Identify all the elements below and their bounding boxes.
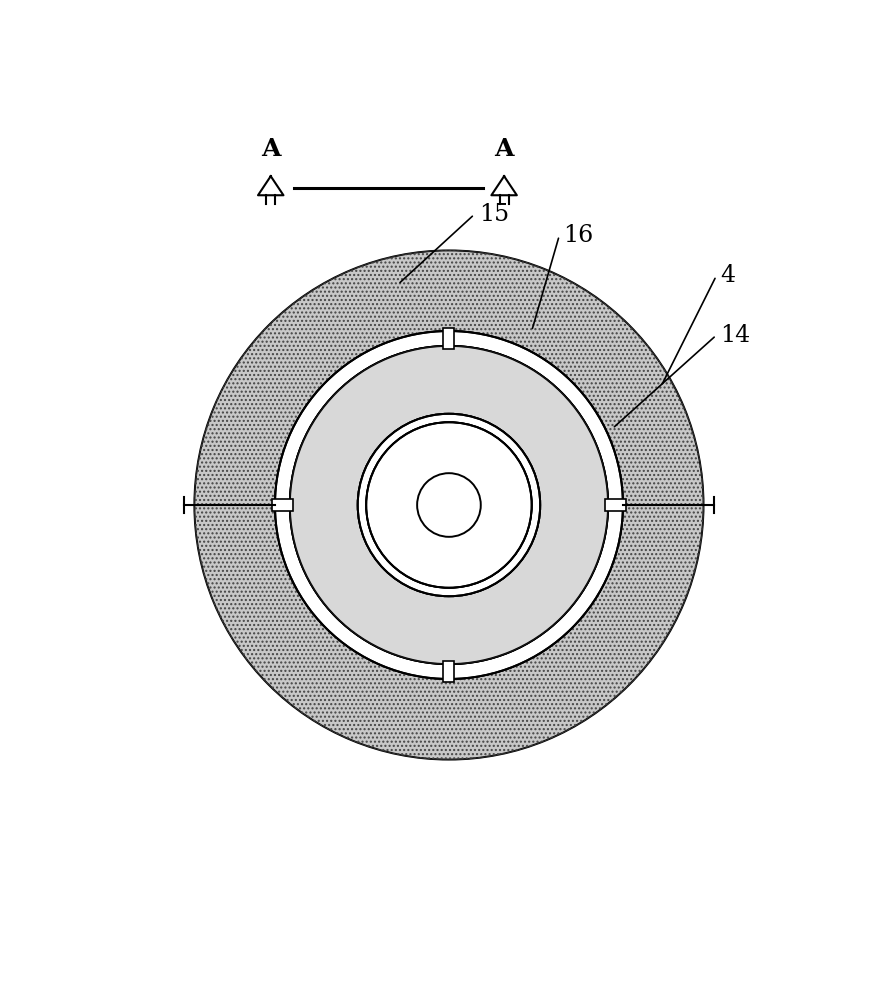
Bar <box>443 661 455 682</box>
Bar <box>272 499 293 511</box>
Text: A: A <box>494 137 514 161</box>
Polygon shape <box>491 176 517 195</box>
Bar <box>443 328 455 349</box>
Wedge shape <box>275 331 623 679</box>
Wedge shape <box>357 414 540 596</box>
Polygon shape <box>258 176 284 195</box>
Text: 16: 16 <box>563 224 594 247</box>
Wedge shape <box>290 346 608 664</box>
Bar <box>605 499 626 511</box>
Text: 14: 14 <box>720 324 751 347</box>
Text: 4: 4 <box>720 264 736 287</box>
Text: A: A <box>261 137 280 161</box>
Wedge shape <box>194 250 703 760</box>
Circle shape <box>366 422 532 588</box>
Text: 15: 15 <box>478 203 509 226</box>
Circle shape <box>417 473 481 537</box>
